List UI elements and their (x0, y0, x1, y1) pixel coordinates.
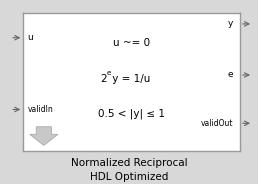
Text: validOut: validOut (201, 119, 233, 128)
Text: y = 1/u: y = 1/u (109, 74, 151, 84)
Text: e: e (107, 70, 111, 76)
Text: u: u (28, 33, 33, 42)
Text: validIn: validIn (28, 105, 53, 114)
Polygon shape (30, 127, 58, 145)
Text: y: y (228, 20, 233, 28)
Text: 0.5 < |y| ≤ 1: 0.5 < |y| ≤ 1 (98, 108, 165, 119)
Text: Normalized Reciprocal: Normalized Reciprocal (71, 158, 187, 168)
Text: 2: 2 (100, 74, 107, 84)
Text: e: e (228, 70, 233, 79)
Text: u ~= 0: u ~= 0 (113, 38, 150, 48)
Text: HDL Optimized: HDL Optimized (90, 172, 168, 182)
